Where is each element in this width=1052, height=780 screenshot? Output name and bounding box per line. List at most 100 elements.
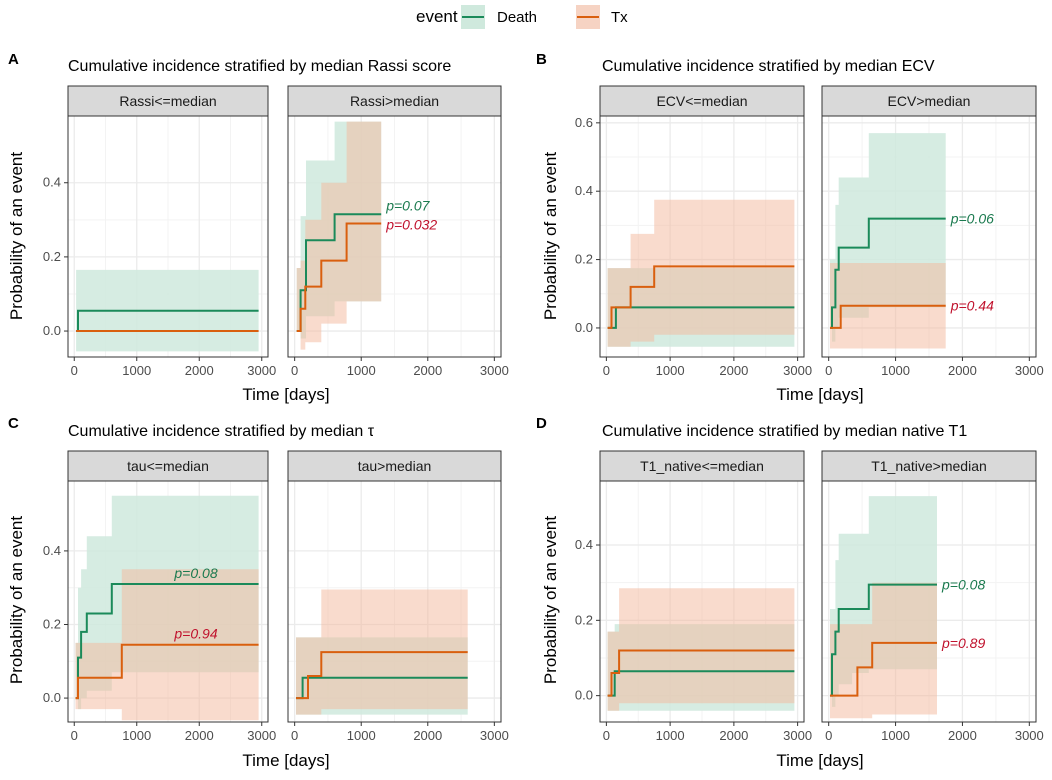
tx-confidence-band: [296, 121, 382, 350]
x-tick-label: 2000: [413, 363, 442, 378]
pvalue-tx: p=0.94: [173, 626, 217, 642]
y-tick-label: 0.2: [575, 612, 593, 627]
x-tick-label: 0: [825, 728, 832, 743]
x-tick-label: 0: [71, 363, 78, 378]
y-tick-label: 0.4: [43, 175, 61, 190]
x-tick-label: 1000: [122, 363, 151, 378]
x-tick-label: 1000: [122, 728, 151, 743]
x-tick-label: 2000: [719, 728, 748, 743]
x-tick-label: 0: [291, 363, 298, 378]
x-axis-label: Time [days]: [776, 751, 863, 770]
y-tick-label: 0.0: [43, 690, 61, 705]
tx-series-line: [296, 222, 382, 332]
x-tick-label: 1000: [656, 728, 685, 743]
panel-border: [821, 480, 1037, 723]
facet-2: ECV>median p=0.06 p=0.44 0 1000 2000 3000: [821, 85, 1044, 378]
x-tick-label: 3000: [247, 728, 276, 743]
tx-series-line: [75, 643, 259, 700]
x-tick-label: 2000: [948, 363, 977, 378]
tx-series-line: [607, 649, 795, 697]
x-tick-label: 2000: [185, 363, 214, 378]
panel-border: [287, 115, 502, 358]
chart-B: B Cumulative incidence stratified by medi…: [536, 51, 1044, 404]
facet-strip: [287, 85, 502, 117]
panel-border: [821, 115, 1037, 358]
death-series-line: [830, 217, 946, 329]
facet-strip: [67, 450, 269, 482]
death-series-line: [830, 583, 937, 697]
chart-title: Cumulative incidence stratified by media…: [602, 423, 967, 440]
legend-label-death: Death: [497, 9, 537, 26]
y-tick-label: 0.0: [575, 320, 593, 335]
facet-1: Rassi<=median 0 1000 2000 3000 0.0 0.2 0.4: [43, 85, 276, 378]
chart-A: A Cumulative incidence stratified by medi…: [7, 51, 509, 404]
facet-1: tau<=median p=0.08 p=0.94 0 1000 2000 3000 0.0 0…: [43, 450, 276, 743]
pvalue-tx: p=0.032: [385, 217, 437, 233]
tx-series-line: [830, 641, 937, 697]
x-tick-label: 0: [71, 728, 78, 743]
pvalue-death: p=0.07: [385, 197, 430, 213]
x-tick-label: 2000: [413, 728, 442, 743]
panel-label: A: [8, 51, 19, 68]
facet-1: T1_native<=median 0 1000 2000 3000 0.0 0.2 0.4: [575, 450, 812, 743]
pvalue-death: p=0.06: [950, 211, 994, 227]
pvalue-death: p=0.08: [941, 577, 985, 593]
y-tick-label: 0.0: [43, 323, 61, 338]
x-tick-label: 3000: [480, 363, 509, 378]
chart-title: Cumulative incidence stratified by media…: [602, 58, 935, 75]
facet-strip-label: Rassi>median: [350, 93, 439, 109]
facet-2: T1_native>median p=0.08 p=0.89 0 1000 2000 300…: [821, 450, 1044, 743]
x-tick-label: 0: [825, 363, 832, 378]
y-tick-label: 0.6: [575, 115, 593, 130]
legend-title: event: [416, 7, 458, 26]
x-tick-label: 3000: [783, 363, 812, 378]
x-tick-label: 0: [291, 728, 298, 743]
chart-C: C Cumulative incidence stratified by medi…: [7, 415, 509, 770]
y-tick-label: 0.2: [575, 252, 593, 267]
panel-label: C: [8, 415, 19, 432]
facet-strip-label: ECV>median: [888, 93, 971, 109]
facet-strip: [821, 450, 1037, 482]
legend: event Death Tx: [416, 5, 628, 29]
pvalue-death: p=0.08: [173, 565, 217, 581]
facet-strip: [287, 450, 502, 482]
facet-strip: [599, 85, 805, 117]
facet-strip-label: T1_native>median: [871, 458, 987, 474]
facet-strip-label: tau>median: [358, 458, 432, 474]
pvalue-tx: p=0.44: [950, 298, 994, 314]
y-tick-label: 0.4: [575, 537, 593, 552]
x-tick-label: 2000: [948, 728, 977, 743]
y-tick-label: 0.4: [43, 543, 61, 558]
facet-strip: [67, 85, 269, 117]
x-tick-label: 1000: [656, 363, 685, 378]
tx-series-line: [296, 651, 468, 700]
y-tick-label: 0.2: [43, 616, 61, 631]
x-tick-label: 3000: [1015, 363, 1044, 378]
chart-title: Cumulative incidence stratified by media…: [68, 58, 451, 75]
x-tick-label: 1000: [881, 363, 910, 378]
y-axis-label: Probability of an event: [541, 152, 560, 320]
facet-2: tau>median 0 1000 2000 3000: [287, 450, 509, 743]
x-tick-label: 1000: [347, 728, 376, 743]
pvalue-tx: p=0.89: [941, 635, 985, 651]
panel-border: [67, 115, 269, 358]
x-tick-label: 0: [603, 728, 610, 743]
facet-strip: [821, 85, 1037, 117]
y-tick-label: 0.4: [575, 183, 593, 198]
y-axis-label: Probability of an event: [7, 516, 26, 684]
x-tick-label: 3000: [247, 363, 276, 378]
x-tick-label: 3000: [783, 728, 812, 743]
y-tick-label: 0.0: [575, 688, 593, 703]
panel-border: [599, 115, 805, 358]
panel-border: [599, 480, 805, 723]
x-tick-label: 3000: [1015, 728, 1044, 743]
tx-series-line: [830, 304, 946, 329]
y-axis-label: Probability of an event: [7, 152, 26, 320]
facet-strip: [599, 450, 805, 482]
chart-title: Cumulative incidence stratified by media…: [68, 423, 375, 440]
x-axis-label: Time [days]: [242, 751, 329, 770]
tx-series-line: [607, 265, 795, 329]
panel-label: D: [536, 415, 547, 432]
x-tick-label: 3000: [480, 728, 509, 743]
